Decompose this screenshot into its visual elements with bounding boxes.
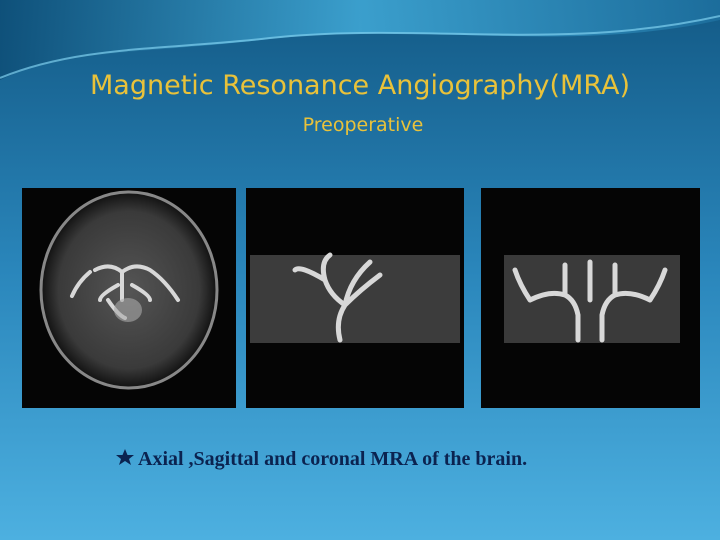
caption: Axial ,Sagittal and coronal MRA of the b… [138,448,527,470]
header-wave [0,0,720,80]
header-wave-line [0,15,720,79]
subtitle: Preoperative [303,114,424,136]
bullet-star [116,449,134,465]
coronal-image [481,188,700,408]
title: Magnetic Resonance Angiography(MRA) [90,70,630,101]
sagittal-image [246,188,464,408]
axial-image [22,188,236,408]
